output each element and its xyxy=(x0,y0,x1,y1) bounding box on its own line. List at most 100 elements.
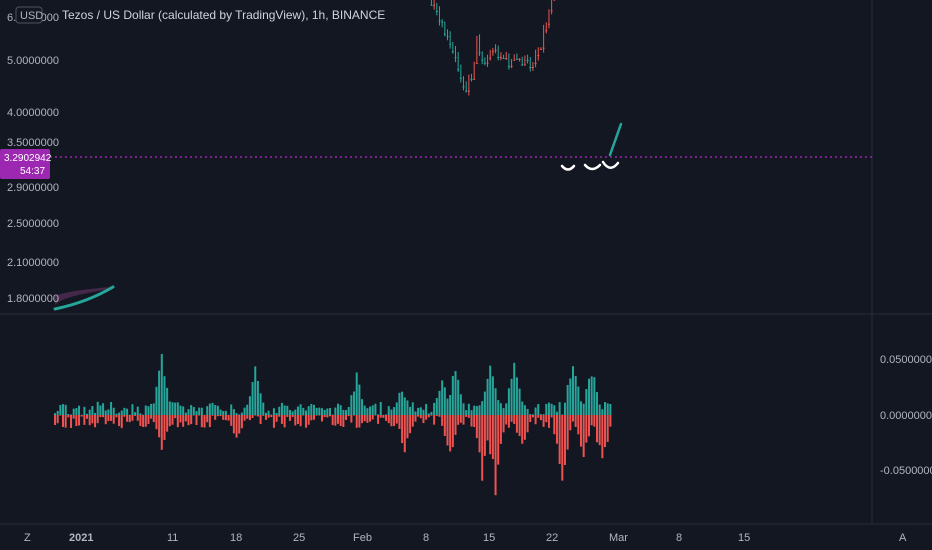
histogram-bar xyxy=(505,415,508,425)
histogram-bar xyxy=(577,415,580,435)
histogram-bar xyxy=(278,415,281,417)
histogram-bar xyxy=(355,415,358,428)
histogram-bar xyxy=(363,415,366,422)
histogram-bar xyxy=(537,415,540,418)
histogram-bar xyxy=(601,409,604,415)
histogram-bar xyxy=(518,388,521,415)
histogram-bar xyxy=(515,377,518,415)
histogram-bar xyxy=(326,408,329,415)
candle-body xyxy=(537,54,540,56)
histogram-bar xyxy=(475,406,478,415)
histogram-bar xyxy=(230,415,233,426)
histogram-bar xyxy=(606,415,609,442)
histogram-bar xyxy=(577,386,580,415)
histogram-bar xyxy=(371,405,374,415)
timezone-button[interactable]: Z xyxy=(24,532,31,544)
histogram-bar xyxy=(126,415,129,422)
histogram-bar xyxy=(278,406,281,415)
histogram-bar xyxy=(371,415,374,420)
histogram-bar xyxy=(243,407,246,415)
histogram-bar xyxy=(395,415,398,424)
oscillator-axis[interactable]: 0.0500000 0.0000000 -0.0500000 xyxy=(880,354,932,477)
histogram-bar xyxy=(312,415,315,420)
candle-body xyxy=(539,49,542,51)
histogram-bar xyxy=(345,415,348,420)
histogram-bar xyxy=(553,405,556,415)
histogram-bar xyxy=(497,400,500,415)
histogram-bar xyxy=(248,415,251,421)
histogram-bar xyxy=(497,415,500,465)
auto-scale-button[interactable]: A xyxy=(899,532,907,544)
time-axis[interactable]: 2021 11 18 25 Feb 8 15 22 Mar 8 15 xyxy=(69,532,750,544)
histogram-bar xyxy=(409,406,412,415)
price-tick: 1.8000000 xyxy=(7,293,59,305)
histogram-bar xyxy=(574,415,577,427)
histogram-bar xyxy=(54,415,56,426)
histogram-bar xyxy=(401,391,404,415)
histogram-bar xyxy=(347,415,350,417)
histogram-bar xyxy=(176,402,179,415)
histogram-bar xyxy=(96,401,99,415)
time-label: Mar xyxy=(609,532,628,544)
currency-badge[interactable] xyxy=(15,6,43,24)
histogram-bar xyxy=(443,415,446,436)
histogram-bar xyxy=(553,415,556,435)
histogram-bar xyxy=(163,376,166,415)
histogram-bar xyxy=(473,405,476,415)
histogram-bar xyxy=(403,397,406,415)
histogram-bar xyxy=(457,379,460,415)
histogram-bar xyxy=(304,410,307,415)
histogram-bar xyxy=(270,415,273,418)
histogram-bar xyxy=(606,403,609,415)
annotation-smile-2 xyxy=(583,163,602,171)
histogram-bar xyxy=(588,378,590,415)
candle-body xyxy=(515,58,518,60)
histogram-bar xyxy=(446,398,449,415)
annotation-bottom-curve xyxy=(53,285,115,311)
histogram-bar xyxy=(486,378,489,415)
histogram-bar xyxy=(366,408,369,415)
histogram-bar xyxy=(414,415,417,422)
candle-body xyxy=(478,52,481,54)
histogram-bar xyxy=(491,415,494,460)
histogram-bar xyxy=(449,394,452,415)
histogram-bar xyxy=(321,415,323,422)
histogram-bar xyxy=(462,415,465,425)
histogram-bar xyxy=(342,415,345,427)
histogram-bar xyxy=(427,415,430,418)
histogram-bar xyxy=(414,411,417,415)
candle-body xyxy=(473,78,476,80)
histogram-bar xyxy=(318,407,321,415)
histogram-bar xyxy=(446,415,449,446)
histogram-bar xyxy=(454,415,457,435)
histogram-bar xyxy=(232,409,235,415)
histogram-bar xyxy=(574,375,577,415)
histogram-bar xyxy=(110,401,113,415)
histogram-bar xyxy=(110,415,113,421)
candle-body xyxy=(451,51,454,53)
histogram-bar xyxy=(451,415,454,448)
histogram-bar xyxy=(136,415,139,421)
histogram-bar xyxy=(393,415,396,427)
time-label: 18 xyxy=(230,532,242,544)
histogram-bar xyxy=(240,415,243,429)
histogram-bar xyxy=(72,415,75,419)
histogram-bar xyxy=(115,415,118,418)
histogram-bar xyxy=(219,409,222,415)
histogram-bar xyxy=(187,409,190,415)
histogram-bar xyxy=(195,415,198,426)
histogram-bar xyxy=(272,408,275,415)
histogram-bar xyxy=(176,415,179,428)
histogram-bar xyxy=(310,415,313,421)
histogram-bar xyxy=(478,415,481,453)
histogram-bar xyxy=(70,415,73,428)
histogram-bar xyxy=(216,405,219,415)
histogram-bar xyxy=(184,415,187,422)
histogram-bar xyxy=(134,412,137,415)
histogram-bar xyxy=(334,415,337,426)
time-label: 8 xyxy=(423,532,429,544)
histogram-bar xyxy=(483,391,486,415)
histogram-bar xyxy=(419,415,422,419)
histogram-bar xyxy=(118,415,121,427)
